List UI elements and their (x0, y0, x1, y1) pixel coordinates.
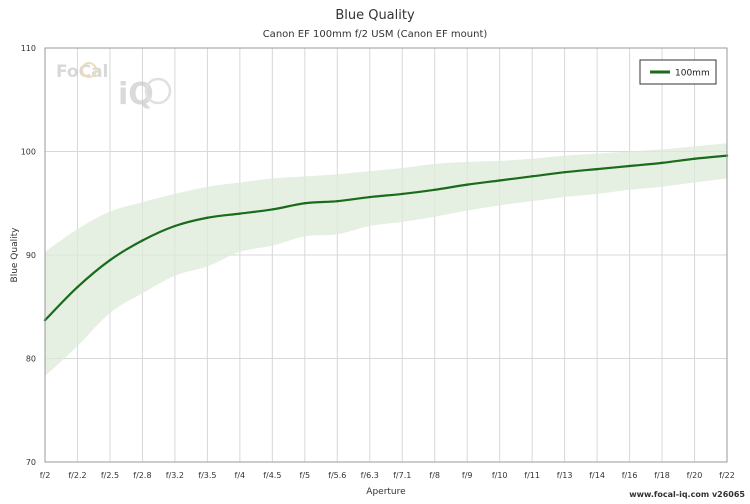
footer-text[interactable]: www.focal-iq.com v26065 (629, 490, 745, 499)
y-tick-labels: 70 80 90 100 110 (21, 44, 36, 467)
focal-iq-logo: FoCal iQ (56, 62, 172, 112)
chart-subtitle: Canon EF 100mm f/2 USM (Canon EF mount) (263, 29, 488, 40)
chart-title: Blue Quality (335, 8, 415, 23)
data-point[interactable] (141, 239, 144, 242)
series-band (45, 143, 727, 377)
y-tick-label: 80 (26, 355, 36, 364)
x-tick-label: f/6.3 (361, 471, 379, 480)
data-point[interactable] (76, 285, 79, 289)
data-point[interactable] (368, 195, 371, 199)
x-tick-label: f/4 (235, 471, 246, 480)
logo-ring-icon (81, 62, 97, 78)
y-axis-label: Blue Quality (10, 227, 20, 283)
data-point[interactable] (238, 212, 242, 215)
x-tick-label: f/11 (524, 471, 540, 480)
x-tick-label: f/2 (40, 471, 51, 480)
data-point[interactable] (336, 199, 339, 203)
x-tick-label: f/14 (589, 471, 605, 480)
x-tick-labels: f/2 f/2.2 f/2.5 f/2.8 f/3.2 f/3.5 f/4 f/4.5 f/5 f… (40, 471, 735, 480)
y-tick-label: 110 (21, 44, 36, 53)
data-point[interactable] (498, 179, 501, 182)
x-tick-label: f/2.8 (133, 471, 151, 480)
x-tick-label: f/2.5 (101, 471, 119, 480)
series-line[interactable] (43, 154, 729, 322)
x-tick-label: f/8 (429, 471, 440, 480)
y-tick-label: 90 (26, 251, 36, 260)
data-point[interactable] (303, 202, 307, 205)
data-point[interactable] (595, 167, 599, 171)
confidence-bands (45, 143, 727, 377)
x-axis-label: Aperture (366, 487, 406, 497)
x-tick-label: f/2.2 (68, 471, 86, 480)
data-point[interactable] (530, 175, 534, 178)
data-point[interactable] (465, 183, 469, 186)
x-tick-label: f/3.2 (166, 471, 184, 480)
x-tick-label: f/22 (719, 471, 735, 480)
data-point[interactable] (660, 161, 664, 165)
data-point[interactable] (108, 258, 112, 262)
legend[interactable]: 100mm (639, 59, 717, 85)
data-point[interactable] (401, 192, 404, 196)
data-point[interactable] (693, 157, 696, 160)
x-tick-label: f/5 (300, 471, 311, 480)
logo-lens-icon (144, 77, 172, 105)
x-tick-label: f/3.5 (198, 471, 216, 480)
x-tick-label: f/13 (557, 471, 573, 480)
data-point[interactable] (173, 224, 177, 228)
data-point[interactable] (628, 164, 631, 168)
x-tick-label: f/10 (492, 471, 508, 480)
series-lines (43, 154, 729, 322)
x-tick-label: f/5.6 (328, 471, 346, 480)
y-tick-label: 100 (21, 148, 36, 157)
x-tick-label: f/18 (654, 471, 670, 480)
data-point[interactable] (433, 188, 436, 191)
data-point[interactable] (206, 216, 209, 219)
x-tick-label: f/20 (687, 471, 703, 480)
x-tick-label: f/4.5 (263, 471, 281, 480)
plot-area-border (44, 47, 728, 463)
data-point[interactable] (563, 171, 566, 174)
x-tick-label: f/16 (622, 471, 638, 480)
x-tick-label: f/9 (462, 471, 473, 480)
legend-label: 100mm (675, 69, 710, 79)
x-tick-label: f/7.1 (393, 471, 411, 480)
data-point[interactable] (271, 208, 274, 211)
y-tick-label: 70 (26, 458, 36, 467)
